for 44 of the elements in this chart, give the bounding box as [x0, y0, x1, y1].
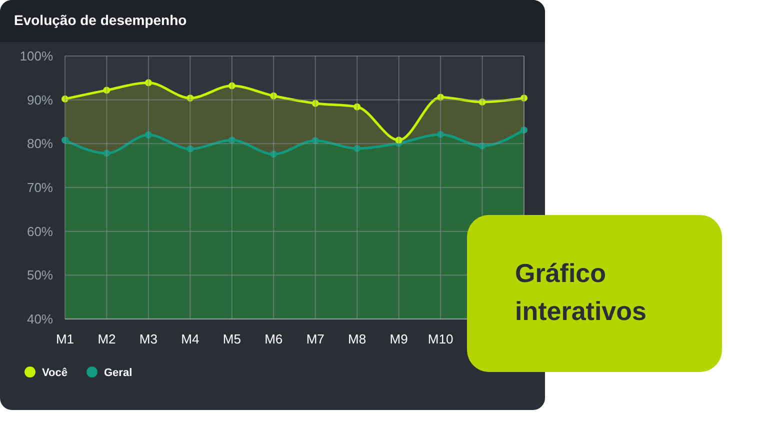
point: [228, 82, 236, 90]
y-tick-label: 40%: [26, 312, 54, 327]
y-tick-label: 60%: [26, 224, 54, 239]
point: [270, 92, 278, 100]
y-tick-label: 80%: [26, 136, 54, 152]
point: [103, 150, 110, 157]
point: [62, 95, 68, 102]
x-tick-label: M10: [428, 332, 454, 347]
x-tick-label: M1: [56, 332, 74, 347]
point: [520, 126, 528, 134]
legend-label: Geral: [104, 366, 132, 379]
point: [312, 137, 319, 144]
point: [478, 98, 486, 106]
x-tick-label: M3: [139, 332, 158, 347]
point: [395, 136, 402, 144]
point: [437, 94, 444, 101]
point: [520, 94, 528, 102]
point: [186, 145, 194, 152]
x-tick-label: M5: [222, 332, 241, 347]
point: [186, 94, 194, 102]
point: [62, 136, 68, 144]
point: [478, 142, 486, 150]
x-tick-label: M9: [390, 332, 408, 347]
point: [354, 144, 361, 152]
point: [270, 150, 278, 158]
point: [312, 100, 319, 107]
point: [144, 79, 152, 86]
y-tick-label: 100%: [20, 48, 54, 64]
chart-title: Evolução de desempenho: [14, 12, 187, 28]
legend-label: Você: [42, 366, 68, 379]
point: [144, 131, 152, 138]
y-tick-label: 70%: [26, 180, 54, 196]
point: [103, 86, 110, 94]
x-tick-label: M6: [264, 332, 283, 347]
y-tick-label: 50%: [26, 268, 54, 283]
annotation: Gráfico interativos: [515, 258, 646, 326]
point: [354, 103, 361, 110]
point: [437, 130, 444, 138]
x-tick-label: M4: [181, 332, 200, 347]
x-tick-label: M8: [348, 332, 366, 347]
y-tick-label: 90%: [26, 92, 54, 108]
point: [228, 136, 236, 144]
x-tick-label: M2: [98, 332, 116, 347]
x-tick-label: M7: [306, 332, 324, 347]
